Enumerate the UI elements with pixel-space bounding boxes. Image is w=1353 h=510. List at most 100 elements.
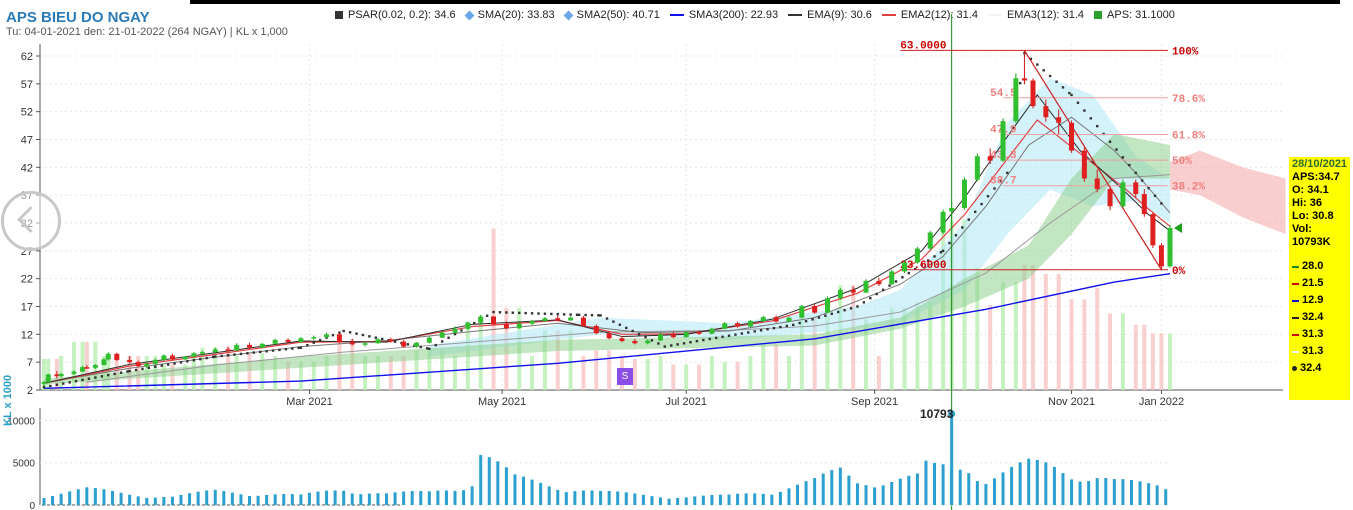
volume-bar (273, 494, 277, 505)
volume-bar (470, 486, 474, 505)
psar-dot (473, 321, 476, 325)
volume-bar (299, 494, 303, 505)
psar-dot (1134, 171, 1137, 175)
signal-badge[interactable]: S (617, 368, 633, 385)
candle-body (902, 262, 908, 272)
background-volume-bar (1001, 282, 1006, 390)
psar-dot (631, 329, 634, 333)
psar-dot (967, 218, 970, 221)
volume-bar (462, 490, 466, 505)
psar-dot (550, 312, 553, 316)
cloud-band-green (44, 133, 1170, 385)
info-vol: 10793K (1292, 236, 1331, 248)
candle-body (824, 298, 830, 313)
psar-dot (374, 336, 378, 339)
candle-body (465, 322, 471, 329)
volume-bar (333, 490, 337, 505)
volume-bar (701, 495, 705, 505)
psar-dot (284, 348, 288, 351)
volume-bar (1018, 462, 1022, 505)
volume-bar (453, 490, 457, 505)
psar-dot (612, 320, 615, 323)
candle-body (336, 334, 342, 343)
volume-bar (556, 489, 560, 505)
info-date: 28/10/2021 (1292, 158, 1348, 170)
background-volume-bar (876, 356, 881, 390)
legend-item: EMA2(12): 31.4 (881, 9, 978, 21)
previous-nav-button[interactable] (1, 191, 61, 251)
candle-body (144, 363, 150, 367)
volume-tick-label: 10000 (7, 416, 35, 427)
fib-percent-label: 50% (1172, 156, 1192, 168)
candle-body (491, 316, 497, 325)
legend-item: EMA3(12): 31.4 (987, 9, 1085, 21)
psar-dot (186, 360, 189, 363)
background-volume-bar (761, 344, 766, 390)
candle-body (285, 339, 291, 343)
psar-dot (1089, 117, 1092, 120)
psar-dot (779, 325, 782, 329)
psar-dot (406, 343, 410, 346)
psar-dot (434, 343, 437, 347)
candle-body (45, 374, 51, 383)
volume-bar (359, 494, 363, 505)
background-volume-bar (709, 356, 714, 390)
candle-body (413, 342, 419, 347)
psar-dot (342, 329, 345, 333)
candle-body (632, 341, 638, 344)
x-tick-label: Nov 2021 (1048, 396, 1095, 408)
background-volume-bar (1095, 288, 1100, 390)
psar-dot (590, 313, 594, 317)
psar-dot (498, 311, 502, 314)
candle-body (54, 374, 60, 377)
psar-dot (993, 187, 996, 190)
background-volume-bar (864, 319, 869, 390)
candle-body (529, 320, 535, 324)
volume-bar (376, 493, 380, 505)
candle-body (735, 323, 741, 327)
y-tick-label: 62 (21, 51, 33, 63)
psar-dot (119, 371, 123, 374)
background-volume-bar (1168, 333, 1172, 390)
legend-label: SMA3(200): 22.93 (688, 9, 779, 21)
level-value: 32.4 (1300, 362, 1322, 374)
background-volume-bar (645, 358, 650, 390)
candle-body (503, 324, 509, 329)
candle-body (1081, 150, 1087, 179)
psar-dot (1055, 80, 1058, 83)
legend-marker-icon (881, 14, 896, 17)
y-tick-label: 7 (27, 357, 33, 369)
candle-body (645, 340, 651, 344)
level-value: 28.0 (1302, 260, 1324, 272)
background-volume-bar (375, 356, 380, 390)
candle-body (709, 328, 715, 334)
volume-bar (1147, 483, 1151, 505)
fib-percent-label: 78.6% (1172, 94, 1205, 106)
background-volume-bar (324, 356, 329, 390)
background-volume-bar (825, 316, 830, 390)
psar-dot (1096, 124, 1099, 128)
candle-body (71, 371, 77, 374)
background-volume-bar (671, 364, 676, 390)
volume-bar (1138, 481, 1142, 505)
candle-body (863, 280, 869, 293)
psar-dot (1012, 126, 1015, 130)
volume-bar (1044, 462, 1048, 505)
legend-label: EMA3(12): 31.4 (1006, 9, 1085, 21)
level-marker-icon (1292, 316, 1299, 319)
candle-body (1043, 106, 1049, 118)
candle-body (850, 289, 856, 293)
psar-dot (199, 357, 202, 361)
legend-item: SMA(20): 33.83 (464, 9, 555, 21)
psar-dot (727, 334, 731, 337)
candle-body (58, 373, 64, 377)
background-volume-bar (440, 350, 445, 390)
volume-bar (93, 488, 97, 505)
psar-dot (973, 210, 977, 214)
info-vol-label: Vol: (1292, 223, 1312, 235)
psar-dot (1061, 86, 1065, 89)
volume-bar (1027, 458, 1031, 505)
volume-bar (933, 462, 937, 505)
legend-item: PSAR(0.02, 0.2): 34.6 (335, 9, 456, 21)
volume-bar (890, 481, 894, 505)
